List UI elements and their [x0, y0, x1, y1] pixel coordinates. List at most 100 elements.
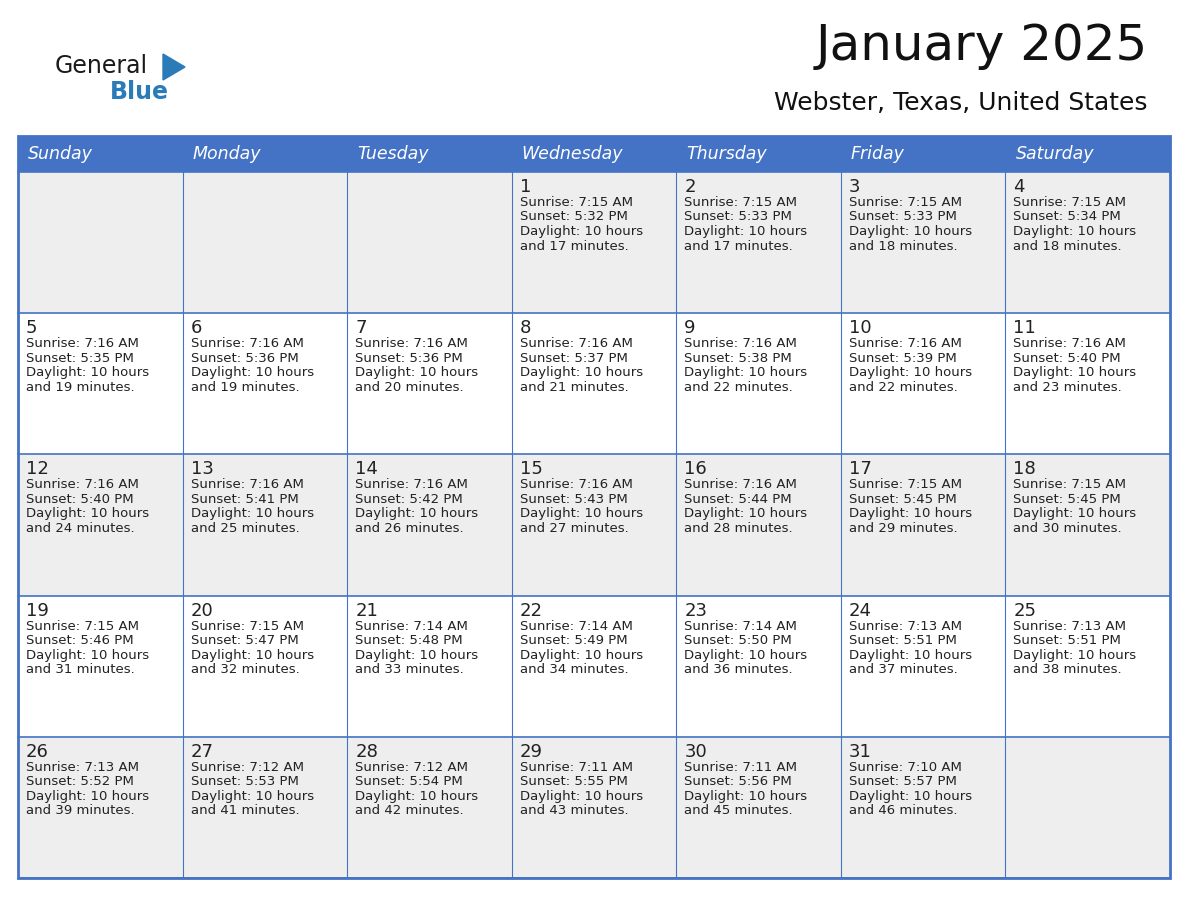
Text: 24: 24	[849, 601, 872, 620]
Text: and 39 minutes.: and 39 minutes.	[26, 804, 134, 817]
Bar	[676, 737, 841, 878]
Text: 29: 29	[519, 743, 543, 761]
Text: and 38 minutes.: and 38 minutes.	[1013, 663, 1121, 676]
Text: 8: 8	[519, 319, 531, 337]
Text: Sunrise: 7:11 AM: Sunrise: 7:11 AM	[519, 761, 633, 774]
Text: Sunset: 5:45 PM: Sunset: 5:45 PM	[849, 493, 956, 506]
Text: Thursday: Thursday	[687, 145, 767, 163]
Text: Sunrise: 7:16 AM: Sunrise: 7:16 AM	[190, 478, 303, 491]
Text: Daylight: 10 hours: Daylight: 10 hours	[684, 366, 808, 379]
Text: and 42 minutes.: and 42 minutes.	[355, 804, 463, 817]
Text: and 18 minutes.: and 18 minutes.	[849, 240, 958, 252]
Text: Monday: Monday	[192, 145, 261, 163]
Text: Sunrise: 7:16 AM: Sunrise: 7:16 AM	[684, 478, 797, 491]
Text: and 36 minutes.: and 36 minutes.	[684, 663, 792, 676]
Text: Sunset: 5:32 PM: Sunset: 5:32 PM	[519, 210, 627, 223]
Text: Sunset: 5:55 PM: Sunset: 5:55 PM	[519, 776, 627, 789]
Bar	[512, 313, 676, 454]
Text: Sunset: 5:51 PM: Sunset: 5:51 PM	[849, 634, 956, 647]
Text: Sunset: 5:46 PM: Sunset: 5:46 PM	[26, 634, 133, 647]
Text: Daylight: 10 hours: Daylight: 10 hours	[26, 508, 150, 521]
Text: 10: 10	[849, 319, 872, 337]
Text: and 22 minutes.: and 22 minutes.	[684, 381, 794, 394]
Text: Sunrise: 7:14 AM: Sunrise: 7:14 AM	[519, 620, 632, 633]
Text: Daylight: 10 hours: Daylight: 10 hours	[355, 508, 479, 521]
Bar	[1005, 596, 1170, 737]
Text: Sunrise: 7:16 AM: Sunrise: 7:16 AM	[26, 478, 139, 491]
Text: January 2025: January 2025	[816, 22, 1148, 70]
Text: and 46 minutes.: and 46 minutes.	[849, 804, 958, 817]
Text: Daylight: 10 hours: Daylight: 10 hours	[849, 649, 972, 662]
Text: Sunset: 5:44 PM: Sunset: 5:44 PM	[684, 493, 792, 506]
Bar	[1005, 313, 1170, 454]
Bar	[183, 172, 347, 313]
Text: 26: 26	[26, 743, 49, 761]
Text: Sunrise: 7:15 AM: Sunrise: 7:15 AM	[849, 196, 962, 209]
Text: Sunrise: 7:16 AM: Sunrise: 7:16 AM	[355, 478, 468, 491]
Text: 6: 6	[190, 319, 202, 337]
Text: 9: 9	[684, 319, 696, 337]
Text: Daylight: 10 hours: Daylight: 10 hours	[849, 366, 972, 379]
Text: Sunset: 5:49 PM: Sunset: 5:49 PM	[519, 634, 627, 647]
Text: Sunset: 5:39 PM: Sunset: 5:39 PM	[849, 352, 956, 364]
Text: Daylight: 10 hours: Daylight: 10 hours	[190, 508, 314, 521]
Text: Sunrise: 7:16 AM: Sunrise: 7:16 AM	[355, 337, 468, 350]
Text: 23: 23	[684, 601, 707, 620]
Text: 22: 22	[519, 601, 543, 620]
Text: Sunrise: 7:12 AM: Sunrise: 7:12 AM	[190, 761, 304, 774]
Text: Daylight: 10 hours: Daylight: 10 hours	[849, 789, 972, 803]
Text: Daylight: 10 hours: Daylight: 10 hours	[355, 789, 479, 803]
Bar	[18, 136, 1170, 172]
Text: 7: 7	[355, 319, 367, 337]
Text: and 43 minutes.: and 43 minutes.	[519, 804, 628, 817]
Text: and 20 minutes.: and 20 minutes.	[355, 381, 463, 394]
Text: General: General	[55, 54, 148, 78]
Text: Daylight: 10 hours: Daylight: 10 hours	[355, 366, 479, 379]
Text: Sunset: 5:35 PM: Sunset: 5:35 PM	[26, 352, 134, 364]
Text: Daylight: 10 hours: Daylight: 10 hours	[684, 789, 808, 803]
Bar	[183, 737, 347, 878]
Text: and 18 minutes.: and 18 minutes.	[1013, 240, 1121, 252]
Text: Sunrise: 7:16 AM: Sunrise: 7:16 AM	[684, 337, 797, 350]
Text: and 21 minutes.: and 21 minutes.	[519, 381, 628, 394]
Text: 20: 20	[190, 601, 214, 620]
Text: Sunrise: 7:16 AM: Sunrise: 7:16 AM	[519, 478, 632, 491]
Text: Sunrise: 7:14 AM: Sunrise: 7:14 AM	[355, 620, 468, 633]
Text: Daylight: 10 hours: Daylight: 10 hours	[1013, 508, 1137, 521]
Text: Sunset: 5:42 PM: Sunset: 5:42 PM	[355, 493, 463, 506]
Text: Sunday: Sunday	[29, 145, 93, 163]
Text: and 37 minutes.: and 37 minutes.	[849, 663, 958, 676]
Text: 12: 12	[26, 461, 49, 478]
Text: Tuesday: Tuesday	[358, 145, 429, 163]
Text: 19: 19	[26, 601, 49, 620]
Bar	[512, 454, 676, 596]
Text: and 32 minutes.: and 32 minutes.	[190, 663, 299, 676]
Text: Sunrise: 7:12 AM: Sunrise: 7:12 AM	[355, 761, 468, 774]
Text: Daylight: 10 hours: Daylight: 10 hours	[684, 225, 808, 238]
Bar	[512, 737, 676, 878]
Text: Sunrise: 7:14 AM: Sunrise: 7:14 AM	[684, 620, 797, 633]
Text: 11: 11	[1013, 319, 1036, 337]
Text: Daylight: 10 hours: Daylight: 10 hours	[190, 649, 314, 662]
Text: and 41 minutes.: and 41 minutes.	[190, 804, 299, 817]
Text: Daylight: 10 hours: Daylight: 10 hours	[355, 649, 479, 662]
Bar	[18, 737, 183, 878]
Text: 31: 31	[849, 743, 872, 761]
Bar	[18, 172, 183, 313]
Text: Daylight: 10 hours: Daylight: 10 hours	[1013, 225, 1137, 238]
Text: and 22 minutes.: and 22 minutes.	[849, 381, 958, 394]
Text: 25: 25	[1013, 601, 1036, 620]
Text: Daylight: 10 hours: Daylight: 10 hours	[849, 225, 972, 238]
Bar	[841, 596, 1005, 737]
Text: Daylight: 10 hours: Daylight: 10 hours	[684, 649, 808, 662]
Text: Blue: Blue	[110, 80, 169, 104]
Text: Sunrise: 7:16 AM: Sunrise: 7:16 AM	[1013, 337, 1126, 350]
Text: Daylight: 10 hours: Daylight: 10 hours	[519, 225, 643, 238]
Bar	[183, 313, 347, 454]
Text: Sunset: 5:43 PM: Sunset: 5:43 PM	[519, 493, 627, 506]
Text: Sunset: 5:33 PM: Sunset: 5:33 PM	[849, 210, 956, 223]
Bar	[676, 596, 841, 737]
Text: and 24 minutes.: and 24 minutes.	[26, 522, 134, 535]
Bar	[676, 313, 841, 454]
Text: and 45 minutes.: and 45 minutes.	[684, 804, 792, 817]
